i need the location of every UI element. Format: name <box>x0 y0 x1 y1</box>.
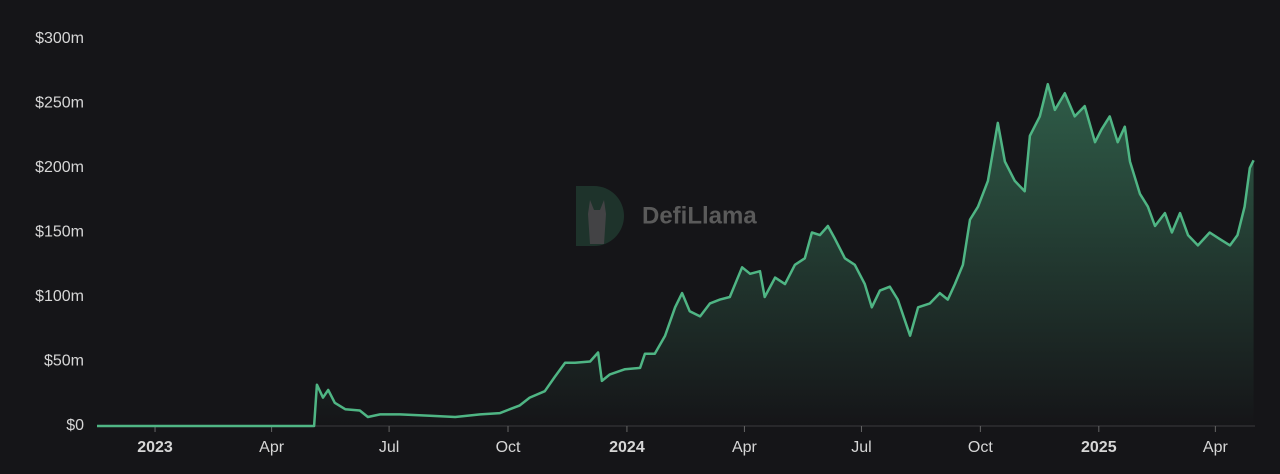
y-tick-label: $100m <box>35 288 84 305</box>
y-tick-label: $50m <box>44 353 84 370</box>
x-tick-label: Apr <box>732 439 758 456</box>
y-tick-label: $300m <box>35 30 84 47</box>
x-tick-label: Jul <box>851 439 871 456</box>
area <box>97 84 1254 426</box>
line <box>97 82 1255 428</box>
y-tick-label: $250m <box>35 95 84 112</box>
x-tick-label: Jul <box>379 439 399 456</box>
x-tick-label: 2025 <box>1081 439 1117 456</box>
y-tick-label: $200m <box>35 159 84 176</box>
y-tick-label: $0 <box>66 417 84 434</box>
x-tick-label: 2024 <box>609 439 645 456</box>
y-tick-label: $150m <box>35 224 84 241</box>
x-tick-label: Apr <box>1203 439 1229 456</box>
watermark-logo <box>576 186 624 246</box>
x-tick-label: Oct <box>496 439 521 456</box>
x-tick-label: Apr <box>259 439 285 456</box>
x-tick-label: 2023 <box>137 439 173 456</box>
x-tick-label: Oct <box>968 439 993 456</box>
watermark: DefiLlama <box>642 202 757 229</box>
